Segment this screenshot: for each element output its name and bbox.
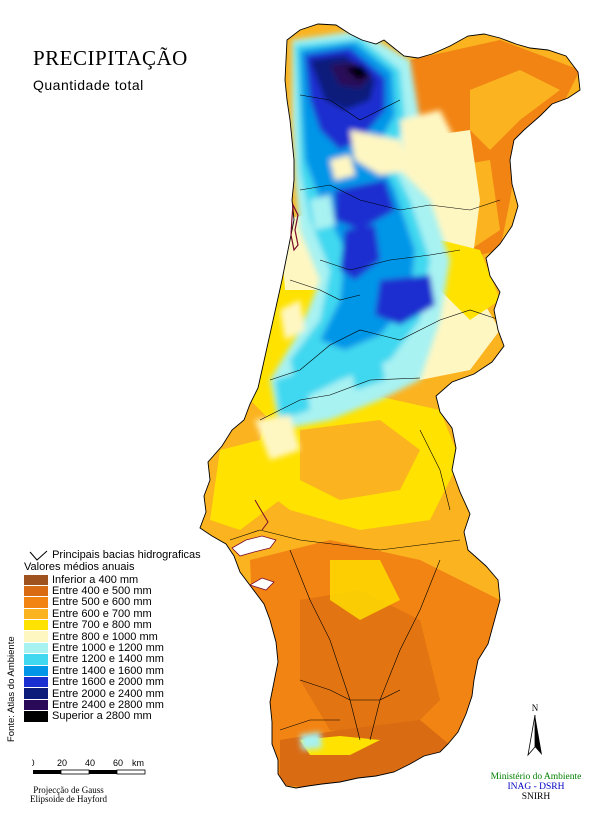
sado-estuary	[249, 577, 275, 591]
legend-item-label: Entre 500 e 600 mm	[52, 596, 152, 609]
legend-swatch	[24, 654, 48, 665]
scale-unit: km	[132, 758, 144, 768]
legend-item: Inferior a 400 mm	[24, 573, 164, 586]
legend-item-label: Inferior a 400 mm	[52, 573, 139, 586]
scale-tick-0: 0	[32, 758, 35, 768]
legend-item: Entre 2000 e 2400 mm	[24, 687, 164, 700]
legend-item-label: Entre 600 e 700 mm	[52, 607, 152, 620]
tagus-estuary	[231, 535, 277, 557]
ministry-line1: Ministério do Ambiente	[490, 772, 582, 782]
source-credit: Fonte: Atlas do Ambiente	[6, 636, 17, 742]
legend-item-label: Entre 1600 e 2000 mm	[52, 676, 164, 689]
legend-swatch	[24, 665, 48, 677]
legend-basins-label: Principais bacias hidrograficas	[52, 549, 201, 561]
projection-info: Projecção de Gauss Elipsoide de Hayford	[30, 786, 107, 804]
legend-swatch	[24, 597, 48, 608]
legend-item: Entre 400 e 500 mm	[24, 585, 164, 598]
ministry-line2: INAG - DSRH	[507, 782, 565, 792]
legend-swatch	[24, 642, 48, 654]
legend-item: Superior a 2800 mm	[24, 710, 164, 723]
ministry-credit: Ministério do Ambiente INAG - DSRH SNIRH	[480, 772, 592, 802]
legend-item: Entre 1000 e 1200 mm	[24, 642, 164, 655]
legend-item-label: Entre 800 e 1000 mm	[52, 630, 158, 643]
legend-item-label: Entre 1400 e 1600 mm	[52, 664, 164, 677]
legend-swatch	[24, 688, 48, 699]
legend-swatch	[24, 699, 48, 711]
projection-line2: Elipsoide de Hayford	[30, 794, 107, 804]
legend-item-label: Entre 700 e 800 mm	[52, 619, 152, 632]
scale-tick-3: 60	[113, 758, 123, 768]
legend-item: Entre 700 e 800 mm	[24, 619, 164, 632]
aveiro-lagoon	[290, 202, 299, 252]
legend-swatch	[24, 677, 48, 688]
legend-item: Entre 2400 e 2800 mm	[24, 699, 164, 711]
north-arrow: N	[524, 703, 546, 761]
map-title: PRECIPITAÇÃO	[33, 46, 188, 70]
legend-item: Entre 1600 e 2000 mm	[24, 676, 164, 689]
legend-basins: Principais bacias hidrograficas	[29, 549, 201, 561]
north-arrow-icon	[527, 714, 542, 757]
legend-item-label: Entre 2400 e 2800 mm	[52, 699, 164, 711]
legend-item: Entre 1400 e 1600 mm	[24, 664, 164, 677]
ministry-line3: SNIRH	[521, 792, 551, 802]
legend-item-label: Entre 1000 e 1200 mm	[52, 642, 164, 655]
legend-heading: Valores médios anuais	[24, 561, 135, 573]
legend-swatch	[24, 608, 48, 620]
legend-swatch	[24, 631, 48, 642]
scale-tick-1: 20	[57, 758, 67, 768]
basin-line-icon	[29, 550, 48, 561]
legend-item-label: Entre 400 e 500 mm	[52, 585, 152, 598]
legend-item: Entre 800 e 1000 mm	[24, 630, 164, 643]
legend-item: Entre 500 e 600 mm	[24, 596, 164, 609]
north-label: N	[531, 703, 539, 713]
tagus-river	[254, 499, 269, 531]
legend-swatch	[24, 585, 48, 597]
map-subtitle: Quantidade total	[33, 77, 144, 93]
legend-swatch	[24, 574, 48, 585]
scale-bar: 0 20 40 60 km	[29, 758, 162, 782]
legend-item-label: Superior a 2800 mm	[52, 710, 152, 723]
scale-tick-2: 40	[85, 758, 95, 768]
legend-classes: Inferior a 400 mm Entre 400 e 500 mm Entre…	[24, 574, 164, 722]
legend-swatch	[24, 711, 48, 722]
legend-item-label: Entre 1200 e 1400 mm	[52, 653, 164, 666]
projection-line1: Projecção de Gauss	[33, 785, 104, 795]
legend-swatch	[24, 620, 48, 631]
legend-item: Entre 600 e 700 mm	[24, 607, 164, 620]
legend-item: Entre 1200 e 1400 mm	[24, 653, 164, 666]
legend-item-label: Entre 2000 e 2400 mm	[52, 687, 164, 700]
